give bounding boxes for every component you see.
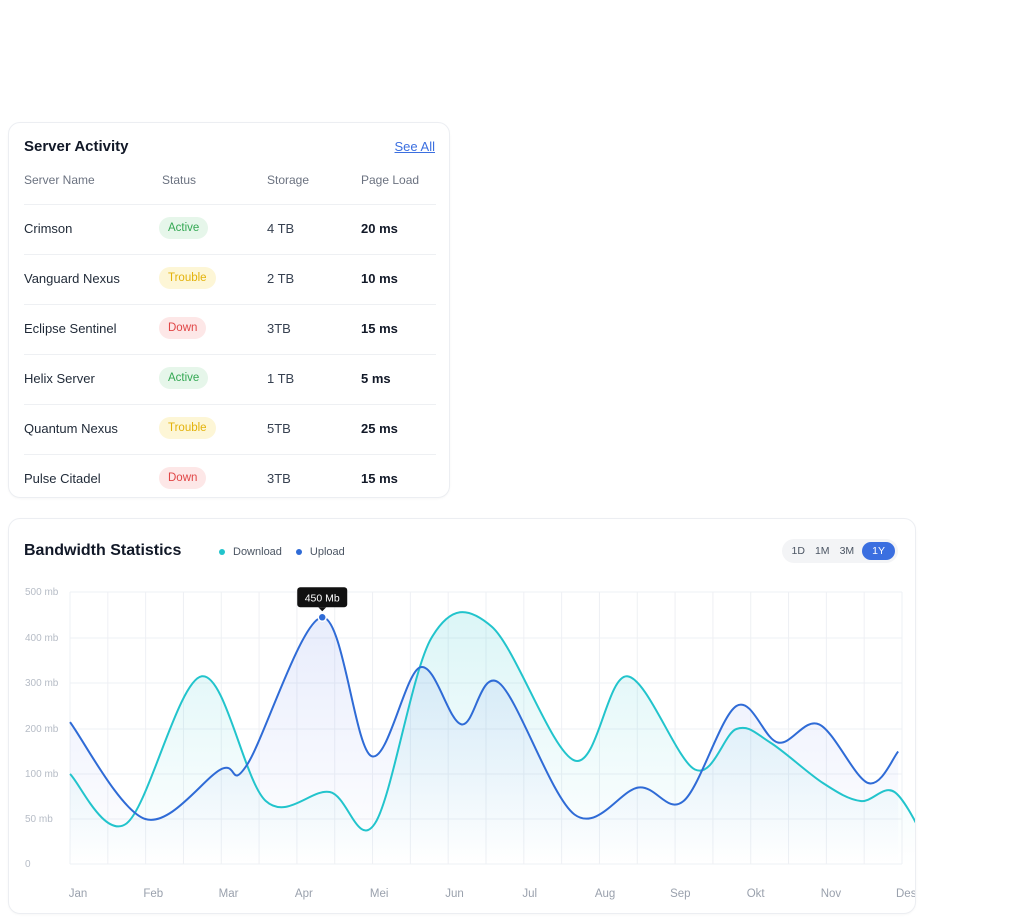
col-page-load: Page Load	[361, 173, 420, 187]
x-tick-label: Jan	[69, 888, 88, 900]
status-badge: Active	[159, 367, 209, 389]
legend-item-download: Download	[219, 546, 282, 558]
legend-dot-icon	[295, 549, 302, 555]
x-tick-label: Jun	[445, 888, 464, 900]
bandwidth-card: Bandwidth Statistics Download Upload 1D 1M…	[8, 518, 916, 914]
range-button-3m[interactable]: 3M	[839, 545, 855, 557]
status-badge: Trouble	[159, 417, 216, 439]
tooltip-label: 450 Mb	[305, 592, 340, 604]
series-line-download	[69, 611, 915, 832]
highlight-point	[317, 612, 327, 623]
col-storage: Storage	[267, 173, 310, 187]
server-table-body: Crimson Active 4 TB 20 ms Vanguard Nexus Trou…	[24, 204, 436, 504]
page-load-value: 10 ms	[361, 271, 398, 286]
status-badge: Active	[159, 217, 209, 239]
range-button-1y[interactable]: 1Y	[862, 542, 895, 560]
series-area-upload	[70, 617, 899, 864]
series-line-upload	[69, 616, 899, 821]
legend-dot-icon	[219, 549, 225, 555]
status-cell: Active	[159, 217, 209, 239]
storage-value: 4 TB	[267, 221, 295, 236]
x-tick-label: Des	[896, 888, 915, 900]
table-row[interactable]: Crimson Active 4 TB 20 ms	[24, 204, 436, 254]
storage-value: 5TB	[267, 421, 291, 436]
y-tick-label: 300 mb	[25, 678, 59, 689]
y-tick-label: 100 mb	[25, 769, 59, 780]
page-load-value: 15 ms	[361, 471, 398, 486]
status-badge: Down	[159, 467, 207, 489]
x-tick-label: Jul	[522, 888, 537, 900]
status-cell: Trouble	[159, 267, 216, 289]
col-server-name: Server Name	[24, 173, 95, 187]
status-cell: Down	[159, 317, 207, 339]
table-row[interactable]: Eclipse Sentinel Down 3TB 15 ms	[24, 304, 436, 354]
status-badge: Down	[159, 317, 207, 339]
server-name: Pulse Citadel	[24, 471, 101, 486]
y-tick-label: 500 mb	[25, 587, 59, 598]
server-name: Helix Server	[24, 371, 95, 386]
y-tick-label: 400 mb	[25, 633, 59, 644]
y-tick-label: 200 mb	[25, 724, 59, 735]
tooltip-box	[297, 587, 348, 608]
x-tick-label: Sep	[670, 888, 690, 900]
server-name: Quantum Nexus	[24, 421, 118, 436]
legend-label: Download	[233, 546, 282, 558]
table-row[interactable]: Helix Server Active 1 TB 5 ms	[24, 354, 436, 404]
status-cell: Down	[159, 467, 207, 489]
storage-value: 3TB	[267, 321, 291, 336]
table-row[interactable]: Vanguard Nexus Trouble 2 TB 10 ms	[24, 254, 436, 304]
table-header: Server Name Status Storage Page Load	[24, 173, 436, 193]
x-tick-label: Okt	[747, 888, 766, 900]
bandwidth-chart: 0 50 mb 100 mb 200 mb 300 mb 400 mb 500 mb Jan F…	[25, 587, 915, 900]
page-load-value: 20 ms	[361, 221, 398, 236]
table-row[interactable]: Pulse Citadel Down 3TB 15 ms	[24, 454, 436, 504]
x-tick-label: Feb	[143, 888, 163, 900]
status-badge: Trouble	[159, 267, 216, 289]
page-load-value: 25 ms	[361, 421, 398, 436]
server-name: Crimson	[24, 221, 73, 236]
page-load-value: 15 ms	[361, 321, 398, 336]
range-selector: 1D 1M 3M 1Y	[781, 539, 898, 563]
col-status: Status	[162, 173, 197, 187]
server-activity-title: Server Activity	[24, 138, 129, 155]
legend-label: Upload	[309, 546, 345, 558]
x-tick-label: Apr	[295, 888, 313, 900]
storage-value: 3TB	[267, 471, 291, 486]
x-tick-label: Nov	[821, 888, 842, 900]
x-tick-label: Mei	[370, 888, 389, 900]
status-cell: Active	[159, 367, 209, 389]
table-row[interactable]: Quantum Nexus Trouble 5TB 25 ms	[24, 404, 436, 454]
page-load-value: 5 ms	[361, 371, 391, 386]
tooltip-arrow-icon	[318, 607, 327, 612]
y-tick-label: 0	[25, 859, 31, 870]
y-tick-label: 50 mb	[25, 814, 53, 825]
bandwidth-title: Bandwidth Statistics	[24, 542, 182, 559]
storage-value: 1 TB	[267, 371, 295, 386]
server-name: Eclipse Sentinel	[24, 321, 117, 336]
range-button-1m[interactable]: 1M	[814, 545, 830, 557]
see-all-link[interactable]: See All	[394, 139, 435, 154]
server-activity-card: Server Activity See All Server Name Stat…	[8, 122, 450, 498]
x-tick-label: Aug	[595, 888, 615, 900]
legend-item-upload: Upload	[295, 546, 345, 558]
status-cell: Trouble	[159, 417, 216, 439]
storage-value: 2 TB	[267, 271, 295, 286]
x-tick-label: Mar	[219, 888, 239, 900]
range-button-1d[interactable]: 1D	[791, 545, 805, 557]
chart-legend: Download Upload	[219, 546, 359, 558]
server-name: Vanguard Nexus	[24, 271, 120, 286]
